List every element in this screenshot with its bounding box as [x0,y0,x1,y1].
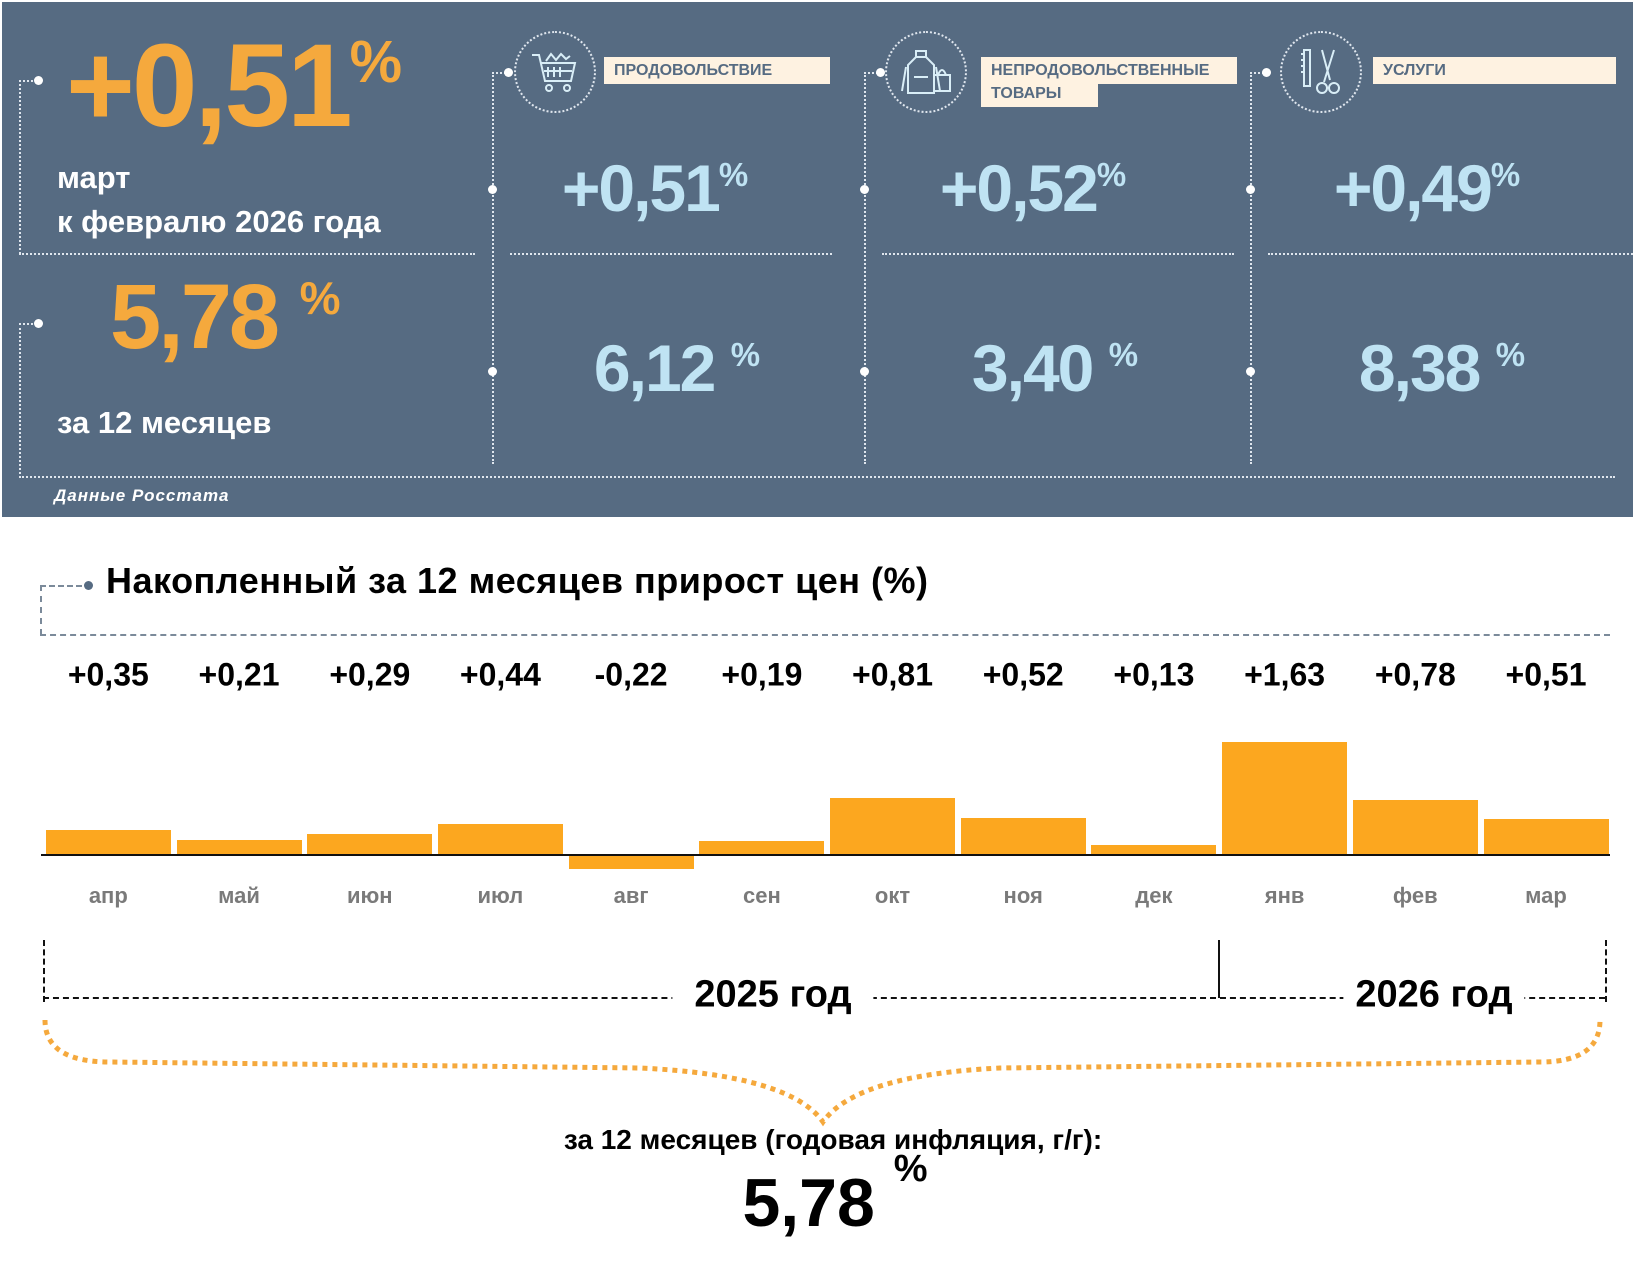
connector-dot [488,185,497,194]
category-label: ПРОДОВОЛЬСТВИЕ [604,57,830,84]
connector-line [492,72,510,74]
connector-line [864,72,866,464]
divider [510,253,832,255]
connector-line [492,72,494,464]
connector-dot [34,76,43,85]
connector-line [1250,72,1268,74]
month-label: июн [346,883,393,908]
connector-dot [1246,185,1255,194]
value-label: -0,22 [594,656,668,693]
value-label: +0,44 [459,656,541,693]
value-label: +0,29 [329,656,411,693]
connector-dot [1262,68,1271,77]
divider [19,476,1615,478]
category-annual-value: 8,38 % [1358,331,1526,405]
year-bracket-right [1605,940,1607,1002]
divider [1268,253,1633,255]
comb-scissors-icon [1280,31,1362,113]
annual-caption: за 12 месяцев [57,405,272,440]
shopping-cart-icon [514,31,596,113]
bar-сен [699,840,825,854]
category-annual-value: 3,40 % [971,331,1139,405]
annual-inflation-value: 5,78 % [110,266,341,368]
month-label: апр [88,883,128,908]
month-label: янв [1264,883,1305,908]
month-label: май [218,883,260,908]
connector-dot [504,68,513,77]
annual-value-footer: 5,78 % [742,1148,928,1241]
connector-line [19,323,21,478]
monthly-caption-line1: март [57,160,131,195]
category-monthly-value: +0,49% [1333,151,1521,225]
month-label: окт [874,883,911,908]
month-label: дек [1135,883,1173,908]
year-separator [1218,940,1220,998]
bar-окт [830,798,955,854]
connector-dot [34,319,43,328]
month-label: ноя [1003,883,1043,908]
connector-line [19,323,37,325]
month-label: фев [1392,883,1438,908]
value-label: +0,21 [198,656,280,693]
source-note: Данные Росстата [54,486,230,505]
year-2026-label: 2026 год [1343,973,1525,1017]
connector-dot [860,185,869,194]
category-monthly-value: +0,52% [939,151,1127,225]
value-label: +0,13 [1113,656,1195,693]
category-label: УСЛУГИ [1373,57,1616,84]
monthly-caption-line2: к февралю 2026 года [57,204,381,239]
bar-мар [1483,818,1609,854]
x-axis-baseline [41,854,1610,856]
category-annual-value: 6,12 % [593,331,761,405]
bar-ноя [960,818,1086,854]
month-label: мар [1525,883,1567,908]
month-label: авг [613,883,649,908]
month-label: сен [743,883,781,908]
connector-line [864,72,882,74]
title-connector [40,585,82,587]
divider [882,253,1234,255]
value-label: +0,81 [852,656,933,693]
bar-май [176,839,302,854]
category-label: НЕПРОДОВОЛЬСТВЕННЫЕ [981,57,1237,84]
value-label: +0,51 [1505,656,1587,693]
value-label: +0,19 [721,656,803,693]
year-2025-label: 2025 год [672,973,874,1017]
summary-panel [2,2,1633,517]
connector-line [19,80,21,254]
divider [19,253,475,255]
chart-title: Накопленный за 12 месяцев прирост цен (%… [106,560,929,601]
connector-dot [860,367,869,376]
bar-янв [1222,741,1348,854]
year-bracket-left [43,940,45,1002]
category-label-line2: ТОВАРЫ [981,84,1098,107]
title-divider [40,634,1610,636]
connector-line [19,80,37,82]
connector-dot [1246,367,1255,376]
bar-июн [307,834,433,854]
annual-caption-footer: за 12 месяцев (годовая инфляция, г/г): [563,1124,1103,1155]
connector-dot [488,367,497,376]
connector-dot [876,68,885,77]
bar-авг [568,854,694,870]
bar-июл [437,823,563,854]
title-dot [84,581,93,590]
month-label: июл [477,883,524,908]
bar-дек [1091,845,1217,854]
bar-апр [45,829,171,854]
value-label: +0,35 [67,656,149,693]
clothes-bag-icon [885,31,967,113]
connector-line [1250,72,1252,464]
value-label: +1,63 [1244,656,1326,693]
value-label: +0,78 [1374,656,1456,693]
category-monthly-value: +0,51% [561,151,749,225]
monthly-inflation-value: +0,51% [66,20,403,152]
title-connector [40,585,42,635]
bar-фев [1352,800,1478,854]
value-label: +0,52 [982,656,1064,693]
